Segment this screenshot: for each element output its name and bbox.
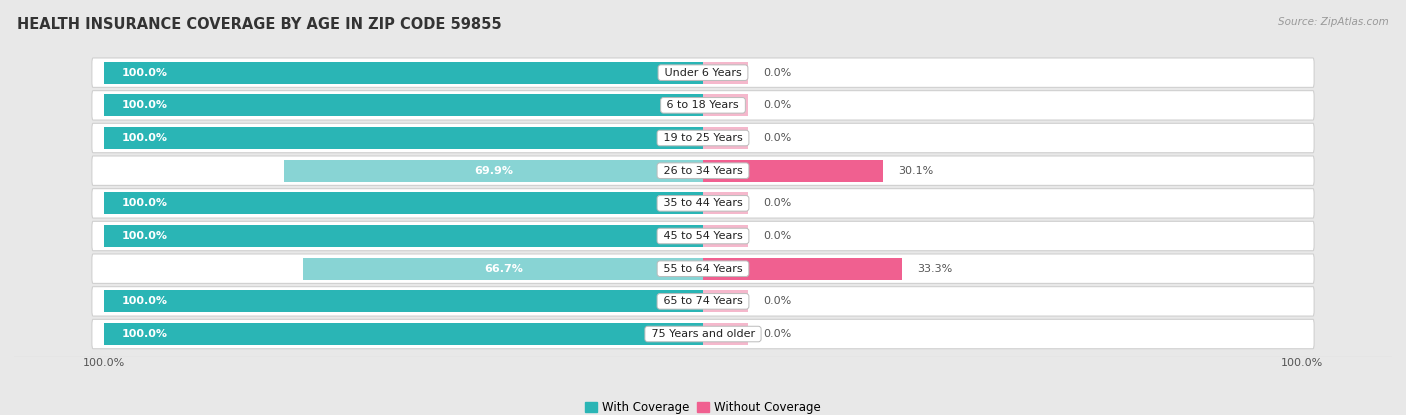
- Text: 100.0%: 100.0%: [122, 100, 167, 110]
- Text: 100.0%: 100.0%: [122, 231, 167, 241]
- Text: 55 to 64 Years: 55 to 64 Years: [659, 264, 747, 273]
- Bar: [104, 225, 703, 247]
- Text: 35 to 44 Years: 35 to 44 Years: [659, 198, 747, 208]
- Bar: [703, 323, 748, 345]
- FancyBboxPatch shape: [91, 123, 1315, 153]
- FancyBboxPatch shape: [91, 221, 1315, 251]
- Text: 19 to 25 Years: 19 to 25 Years: [659, 133, 747, 143]
- Bar: [703, 290, 748, 312]
- FancyBboxPatch shape: [91, 189, 1315, 218]
- Text: Under 6 Years: Under 6 Years: [661, 68, 745, 78]
- Text: 26 to 34 Years: 26 to 34 Years: [659, 166, 747, 176]
- Bar: [703, 225, 748, 247]
- Bar: [104, 290, 703, 312]
- Text: 0.0%: 0.0%: [763, 100, 792, 110]
- Bar: [104, 61, 703, 84]
- Text: 100.0%: 100.0%: [122, 329, 167, 339]
- Text: 65 to 74 Years: 65 to 74 Years: [659, 296, 747, 306]
- FancyBboxPatch shape: [91, 319, 1315, 349]
- FancyBboxPatch shape: [91, 90, 1315, 120]
- Text: 75 Years and older: 75 Years and older: [648, 329, 758, 339]
- Text: 6 to 18 Years: 6 to 18 Years: [664, 100, 742, 110]
- Text: 100.0%: 100.0%: [1281, 358, 1323, 368]
- Text: 0.0%: 0.0%: [763, 231, 792, 241]
- Bar: [703, 258, 903, 280]
- Bar: [304, 258, 703, 280]
- Bar: [703, 94, 748, 117]
- Text: 45 to 54 Years: 45 to 54 Years: [659, 231, 747, 241]
- FancyBboxPatch shape: [91, 287, 1315, 316]
- Bar: [284, 160, 703, 182]
- Text: 0.0%: 0.0%: [763, 329, 792, 339]
- Bar: [104, 94, 703, 117]
- Text: HEALTH INSURANCE COVERAGE BY AGE IN ZIP CODE 59855: HEALTH INSURANCE COVERAGE BY AGE IN ZIP …: [17, 17, 502, 32]
- Text: 100.0%: 100.0%: [83, 358, 125, 368]
- FancyBboxPatch shape: [91, 58, 1315, 88]
- Legend: With Coverage, Without Coverage: With Coverage, Without Coverage: [581, 396, 825, 415]
- Text: 69.9%: 69.9%: [474, 166, 513, 176]
- Text: 33.3%: 33.3%: [918, 264, 953, 273]
- Text: 100.0%: 100.0%: [122, 68, 167, 78]
- Text: 30.1%: 30.1%: [898, 166, 934, 176]
- Bar: [703, 61, 748, 84]
- FancyBboxPatch shape: [91, 254, 1315, 283]
- Bar: [104, 127, 703, 149]
- Text: Source: ZipAtlas.com: Source: ZipAtlas.com: [1278, 17, 1389, 27]
- Text: 100.0%: 100.0%: [122, 296, 167, 306]
- FancyBboxPatch shape: [91, 156, 1315, 186]
- Text: 66.7%: 66.7%: [484, 264, 523, 273]
- Bar: [703, 160, 883, 182]
- Text: 0.0%: 0.0%: [763, 198, 792, 208]
- Text: 0.0%: 0.0%: [763, 68, 792, 78]
- Text: 0.0%: 0.0%: [763, 133, 792, 143]
- Text: 100.0%: 100.0%: [122, 133, 167, 143]
- Bar: [104, 192, 703, 215]
- Bar: [703, 192, 748, 215]
- Bar: [104, 323, 703, 345]
- Text: 0.0%: 0.0%: [763, 296, 792, 306]
- Bar: [703, 127, 748, 149]
- Text: 100.0%: 100.0%: [122, 198, 167, 208]
